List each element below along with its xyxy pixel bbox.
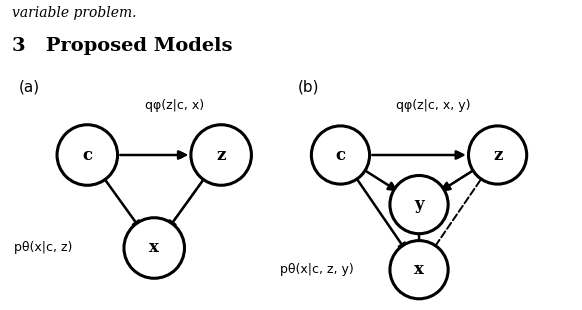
Text: pθ(x|c, z): pθ(x|c, z)	[15, 241, 73, 255]
Ellipse shape	[311, 126, 370, 184]
Text: x: x	[150, 240, 159, 256]
Text: x: x	[414, 261, 424, 278]
Text: c: c	[82, 147, 93, 163]
Text: y: y	[414, 196, 424, 213]
Text: c: c	[335, 147, 346, 163]
Text: qφ(z|c, x): qφ(z|c, x)	[145, 99, 204, 112]
Ellipse shape	[124, 218, 184, 278]
Ellipse shape	[390, 241, 448, 299]
Text: variable problem.: variable problem.	[12, 6, 136, 20]
Text: z: z	[217, 147, 226, 163]
Ellipse shape	[390, 175, 448, 234]
Ellipse shape	[469, 126, 527, 184]
Text: 3   Proposed Models: 3 Proposed Models	[12, 37, 232, 55]
Text: qφ(z|c, x, y): qφ(z|c, x, y)	[396, 99, 471, 112]
Text: (a): (a)	[19, 79, 40, 94]
Ellipse shape	[191, 125, 251, 185]
Ellipse shape	[57, 125, 118, 185]
Text: z: z	[493, 147, 502, 163]
Text: (b): (b)	[298, 79, 319, 94]
Text: pθ(x|c, z, y): pθ(x|c, z, y)	[281, 263, 354, 276]
